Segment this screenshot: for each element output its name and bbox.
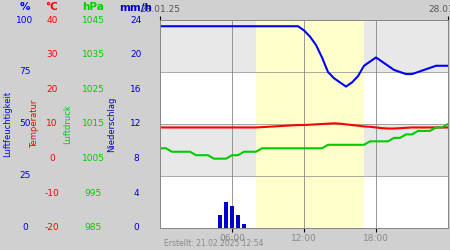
Text: Luftdruck: Luftdruck: [63, 104, 72, 144]
Text: 0: 0: [133, 224, 139, 232]
Text: 1025: 1025: [81, 85, 104, 94]
Text: 4: 4: [133, 189, 139, 198]
Text: 0: 0: [49, 154, 55, 163]
Text: 12: 12: [130, 120, 142, 128]
Text: 1015: 1015: [81, 120, 104, 128]
Text: %: %: [20, 2, 30, 12]
Bar: [160, 176, 448, 228]
Text: 1045: 1045: [81, 16, 104, 24]
Text: 8: 8: [133, 154, 139, 163]
Text: 20: 20: [46, 85, 58, 94]
Text: -10: -10: [45, 189, 59, 198]
Bar: [230, 206, 234, 228]
Text: 0: 0: [22, 224, 28, 232]
Text: 24: 24: [130, 16, 142, 24]
Text: °C: °C: [45, 2, 58, 12]
Bar: [236, 215, 240, 228]
Text: 20: 20: [130, 50, 142, 59]
Text: 30: 30: [46, 50, 58, 59]
Bar: [160, 124, 448, 176]
Text: 1005: 1005: [81, 154, 104, 163]
Text: 10: 10: [46, 120, 58, 128]
Text: 25: 25: [19, 172, 31, 180]
Text: Luftfeuchtigkeit: Luftfeuchtigkeit: [4, 91, 13, 157]
Text: Temperatur: Temperatur: [31, 100, 40, 148]
Bar: [224, 202, 228, 228]
Text: hPa: hPa: [82, 2, 104, 12]
Bar: [160, 20, 448, 72]
Bar: [242, 224, 246, 228]
Text: Niederschlag: Niederschlag: [108, 96, 117, 152]
Text: 75: 75: [19, 68, 31, 76]
Bar: [218, 215, 222, 228]
Text: mm/h: mm/h: [120, 2, 153, 12]
Text: 50: 50: [19, 120, 31, 128]
Text: 40: 40: [46, 16, 58, 24]
Text: 985: 985: [85, 224, 102, 232]
Bar: [256, 20, 364, 228]
Bar: [160, 72, 448, 124]
Text: 16: 16: [130, 85, 142, 94]
Text: Erstellt: 21.02.2025 12:54: Erstellt: 21.02.2025 12:54: [165, 238, 264, 248]
Text: 1035: 1035: [81, 50, 104, 59]
Text: -20: -20: [45, 224, 59, 232]
Text: 100: 100: [16, 16, 34, 24]
Text: 995: 995: [85, 189, 102, 198]
